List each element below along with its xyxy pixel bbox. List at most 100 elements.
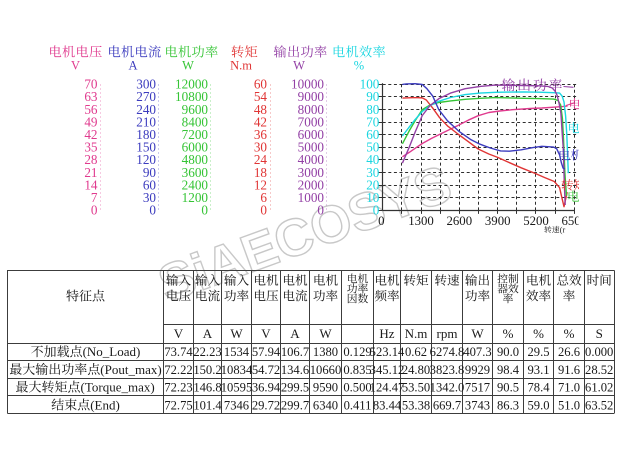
svg-text:6000: 6000 <box>298 127 325 142</box>
svg-text:523.14: 523.14 <box>370 345 405 359</box>
svg-text:80: 80 <box>366 102 380 117</box>
svg-text:0: 0 <box>149 203 156 218</box>
svg-text:29.72: 29.72 <box>252 398 280 412</box>
svg-text:90.5: 90.5 <box>497 381 519 395</box>
svg-text:28.52: 28.52 <box>585 363 613 377</box>
svg-text:30: 30 <box>254 140 268 155</box>
svg-text:3743: 3743 <box>465 398 490 412</box>
svg-text:3600: 3600 <box>182 165 209 180</box>
svg-text:1200: 1200 <box>182 190 209 205</box>
svg-text:V: V <box>71 59 80 73</box>
svg-text:35: 35 <box>84 140 98 155</box>
svg-text:78.4: 78.4 <box>527 381 550 395</box>
svg-text:21: 21 <box>84 165 97 180</box>
svg-text:9600: 9600 <box>182 102 209 117</box>
svg-text:2600: 2600 <box>447 214 473 228</box>
svg-text:1342.0: 1342.0 <box>430 381 465 395</box>
svg-text:0: 0 <box>317 203 324 218</box>
svg-text:Hz: Hz <box>379 326 394 341</box>
svg-text:7000: 7000 <box>298 114 325 129</box>
svg-text:W: W <box>182 59 194 73</box>
svg-text:7517: 7517 <box>465 381 490 395</box>
svg-text:0: 0 <box>201 203 208 218</box>
svg-text:0.500: 0.500 <box>343 381 371 395</box>
svg-text:W: W <box>230 326 243 341</box>
svg-text:124.47: 124.47 <box>370 381 405 395</box>
svg-text:9590: 9590 <box>313 381 338 395</box>
svg-text:0: 0 <box>378 214 384 228</box>
svg-text:28: 28 <box>84 152 98 167</box>
svg-text:36: 36 <box>254 127 268 142</box>
svg-text:5000: 5000 <box>298 140 325 155</box>
svg-text:3823.8: 3823.8 <box>430 363 465 377</box>
svg-text:(End): (End) <box>90 397 120 412</box>
svg-text:345.12: 345.12 <box>370 363 405 377</box>
svg-text:4800: 4800 <box>182 152 209 167</box>
svg-text:6274.8: 6274.8 <box>430 345 465 359</box>
svg-text:9000: 9000 <box>298 89 325 104</box>
svg-text:42: 42 <box>84 127 97 142</box>
svg-text:42: 42 <box>254 114 267 129</box>
svg-text:8400: 8400 <box>182 114 209 129</box>
svg-text:120: 120 <box>136 152 156 167</box>
svg-text:12: 12 <box>254 178 267 193</box>
svg-text:1300: 1300 <box>408 214 434 228</box>
svg-text:9929: 9929 <box>465 363 490 377</box>
svg-text:5200: 5200 <box>523 214 549 228</box>
svg-text:rpm: rpm <box>437 326 458 341</box>
svg-text:1380: 1380 <box>313 345 338 359</box>
svg-text:7346: 7346 <box>224 398 249 412</box>
svg-text:101.4: 101.4 <box>193 398 222 412</box>
svg-text:6340: 6340 <box>313 398 338 412</box>
svg-text:(r: (r <box>560 225 566 234</box>
svg-text:%: % <box>564 326 575 341</box>
svg-text:270: 270 <box>136 89 156 104</box>
svg-text:2000: 2000 <box>298 178 325 193</box>
svg-text:29.5: 29.5 <box>527 345 549 359</box>
svg-text:134.6: 134.6 <box>281 363 309 377</box>
svg-text:0.62: 0.62 <box>405 345 427 359</box>
svg-text:2400: 2400 <box>182 178 209 193</box>
svg-text:57.94: 57.94 <box>252 345 281 359</box>
svg-text:240: 240 <box>136 102 156 117</box>
svg-text:1000: 1000 <box>298 190 325 205</box>
svg-text:70: 70 <box>366 114 380 129</box>
svg-text:56: 56 <box>84 102 98 117</box>
svg-text:150.2: 150.2 <box>193 363 221 377</box>
svg-text:30: 30 <box>366 165 380 180</box>
svg-text:72.75: 72.75 <box>164 398 192 412</box>
svg-text:6500: 6500 <box>562 214 588 228</box>
svg-text:90: 90 <box>143 165 157 180</box>
svg-text:300: 300 <box>136 77 156 92</box>
svg-text:3900: 3900 <box>485 214 511 228</box>
svg-text:0: 0 <box>260 203 267 218</box>
svg-text:54.72: 54.72 <box>252 363 280 377</box>
svg-text:W: W <box>319 326 332 341</box>
svg-text:150: 150 <box>136 140 156 155</box>
svg-text:10834: 10834 <box>221 363 253 377</box>
svg-text:24: 24 <box>254 152 268 167</box>
svg-text:W: W <box>471 326 484 341</box>
svg-text:7: 7 <box>91 190 98 205</box>
svg-text:91.6: 91.6 <box>558 363 580 377</box>
svg-text:%: % <box>503 326 514 341</box>
svg-text:71.0: 71.0 <box>558 381 580 395</box>
svg-text:N.m: N.m <box>230 59 252 73</box>
svg-text:53.38: 53.38 <box>402 398 430 412</box>
svg-text:86.3: 86.3 <box>497 398 519 412</box>
svg-text:63.52: 63.52 <box>585 398 613 412</box>
svg-text:0.129: 0.129 <box>343 345 371 359</box>
svg-text:14: 14 <box>84 178 98 193</box>
svg-text:53.50: 53.50 <box>402 381 430 395</box>
svg-text:V: V <box>174 326 184 341</box>
svg-text:26.6: 26.6 <box>558 345 580 359</box>
svg-text:83.44: 83.44 <box>373 398 402 412</box>
svg-text:18: 18 <box>254 165 268 180</box>
svg-text:60: 60 <box>366 127 380 142</box>
svg-text:0.411: 0.411 <box>344 398 372 412</box>
svg-text:N.m: N.m <box>405 326 428 341</box>
svg-text:669.7: 669.7 <box>433 398 461 412</box>
svg-text:0: 0 <box>91 203 98 218</box>
svg-text:210: 210 <box>136 114 156 129</box>
svg-text:299.5: 299.5 <box>281 381 309 395</box>
